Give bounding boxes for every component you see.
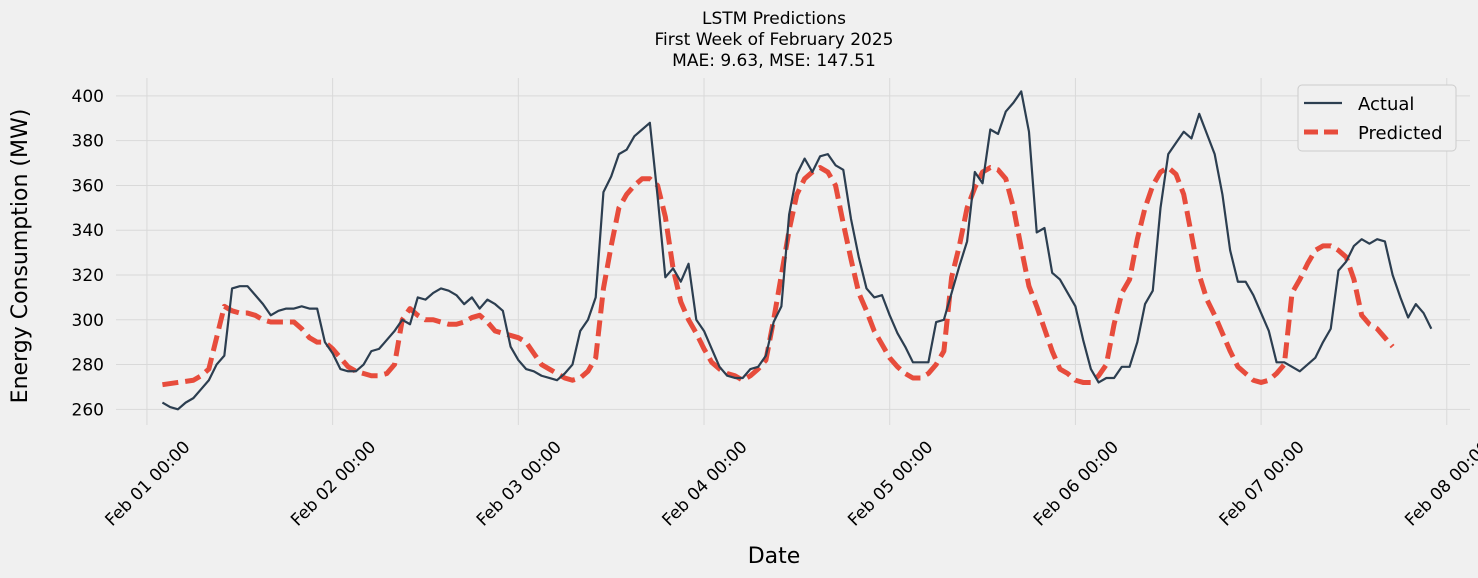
grid — [116, 78, 1470, 425]
y-tick-label: 300 — [72, 311, 104, 331]
y-tick-label: 400 — [72, 87, 104, 107]
x-tick-label: Feb 06 00:00 — [1030, 437, 1123, 530]
legend-label-actual: Actual — [1358, 94, 1414, 115]
x-axis-ticks: Feb 01 00:00 Feb 02 00:00 Feb 03 00:00 Feb … — [101, 437, 1478, 530]
series-line-actual — [161, 90, 1433, 411]
y-axis-label: Energy Consumption (MW) — [8, 109, 33, 404]
x-tick-label: Feb 02 00:00 — [287, 437, 380, 530]
y-tick-label: 360 — [72, 176, 104, 196]
legend-label-predicted: Predicted — [1358, 123, 1443, 144]
x-tick-label: Feb 07 00:00 — [1216, 437, 1309, 530]
y-tick-label: 380 — [72, 132, 104, 152]
y-tick-label: 260 — [72, 400, 104, 420]
chart-title-line-3: MAE: 9.63, MSE: 147.51 — [672, 51, 876, 71]
chart-title-line-2: First Week of February 2025 — [655, 30, 894, 50]
x-tick-label: Feb 08 00:00 — [1401, 437, 1478, 530]
y-axis-ticks: 260 280 300 320 340 360 380 400 — [72, 87, 104, 420]
y-tick-label: 320 — [72, 266, 104, 286]
x-tick-label: Feb 01 00:00 — [101, 437, 194, 530]
x-tick-label: Feb 03 00:00 — [473, 437, 566, 530]
chart-title-line-1: LSTM Predictions — [702, 9, 846, 29]
series — [161, 90, 1433, 411]
legend: Actual Predicted — [1297, 84, 1457, 152]
x-axis-label: Date — [748, 544, 801, 569]
series-line-predicted — [162, 165, 1395, 388]
y-tick-label: 340 — [72, 221, 104, 241]
x-tick-label: Feb 05 00:00 — [844, 437, 937, 530]
x-tick-label: Feb 04 00:00 — [659, 437, 752, 530]
y-tick-label: 280 — [72, 356, 104, 376]
